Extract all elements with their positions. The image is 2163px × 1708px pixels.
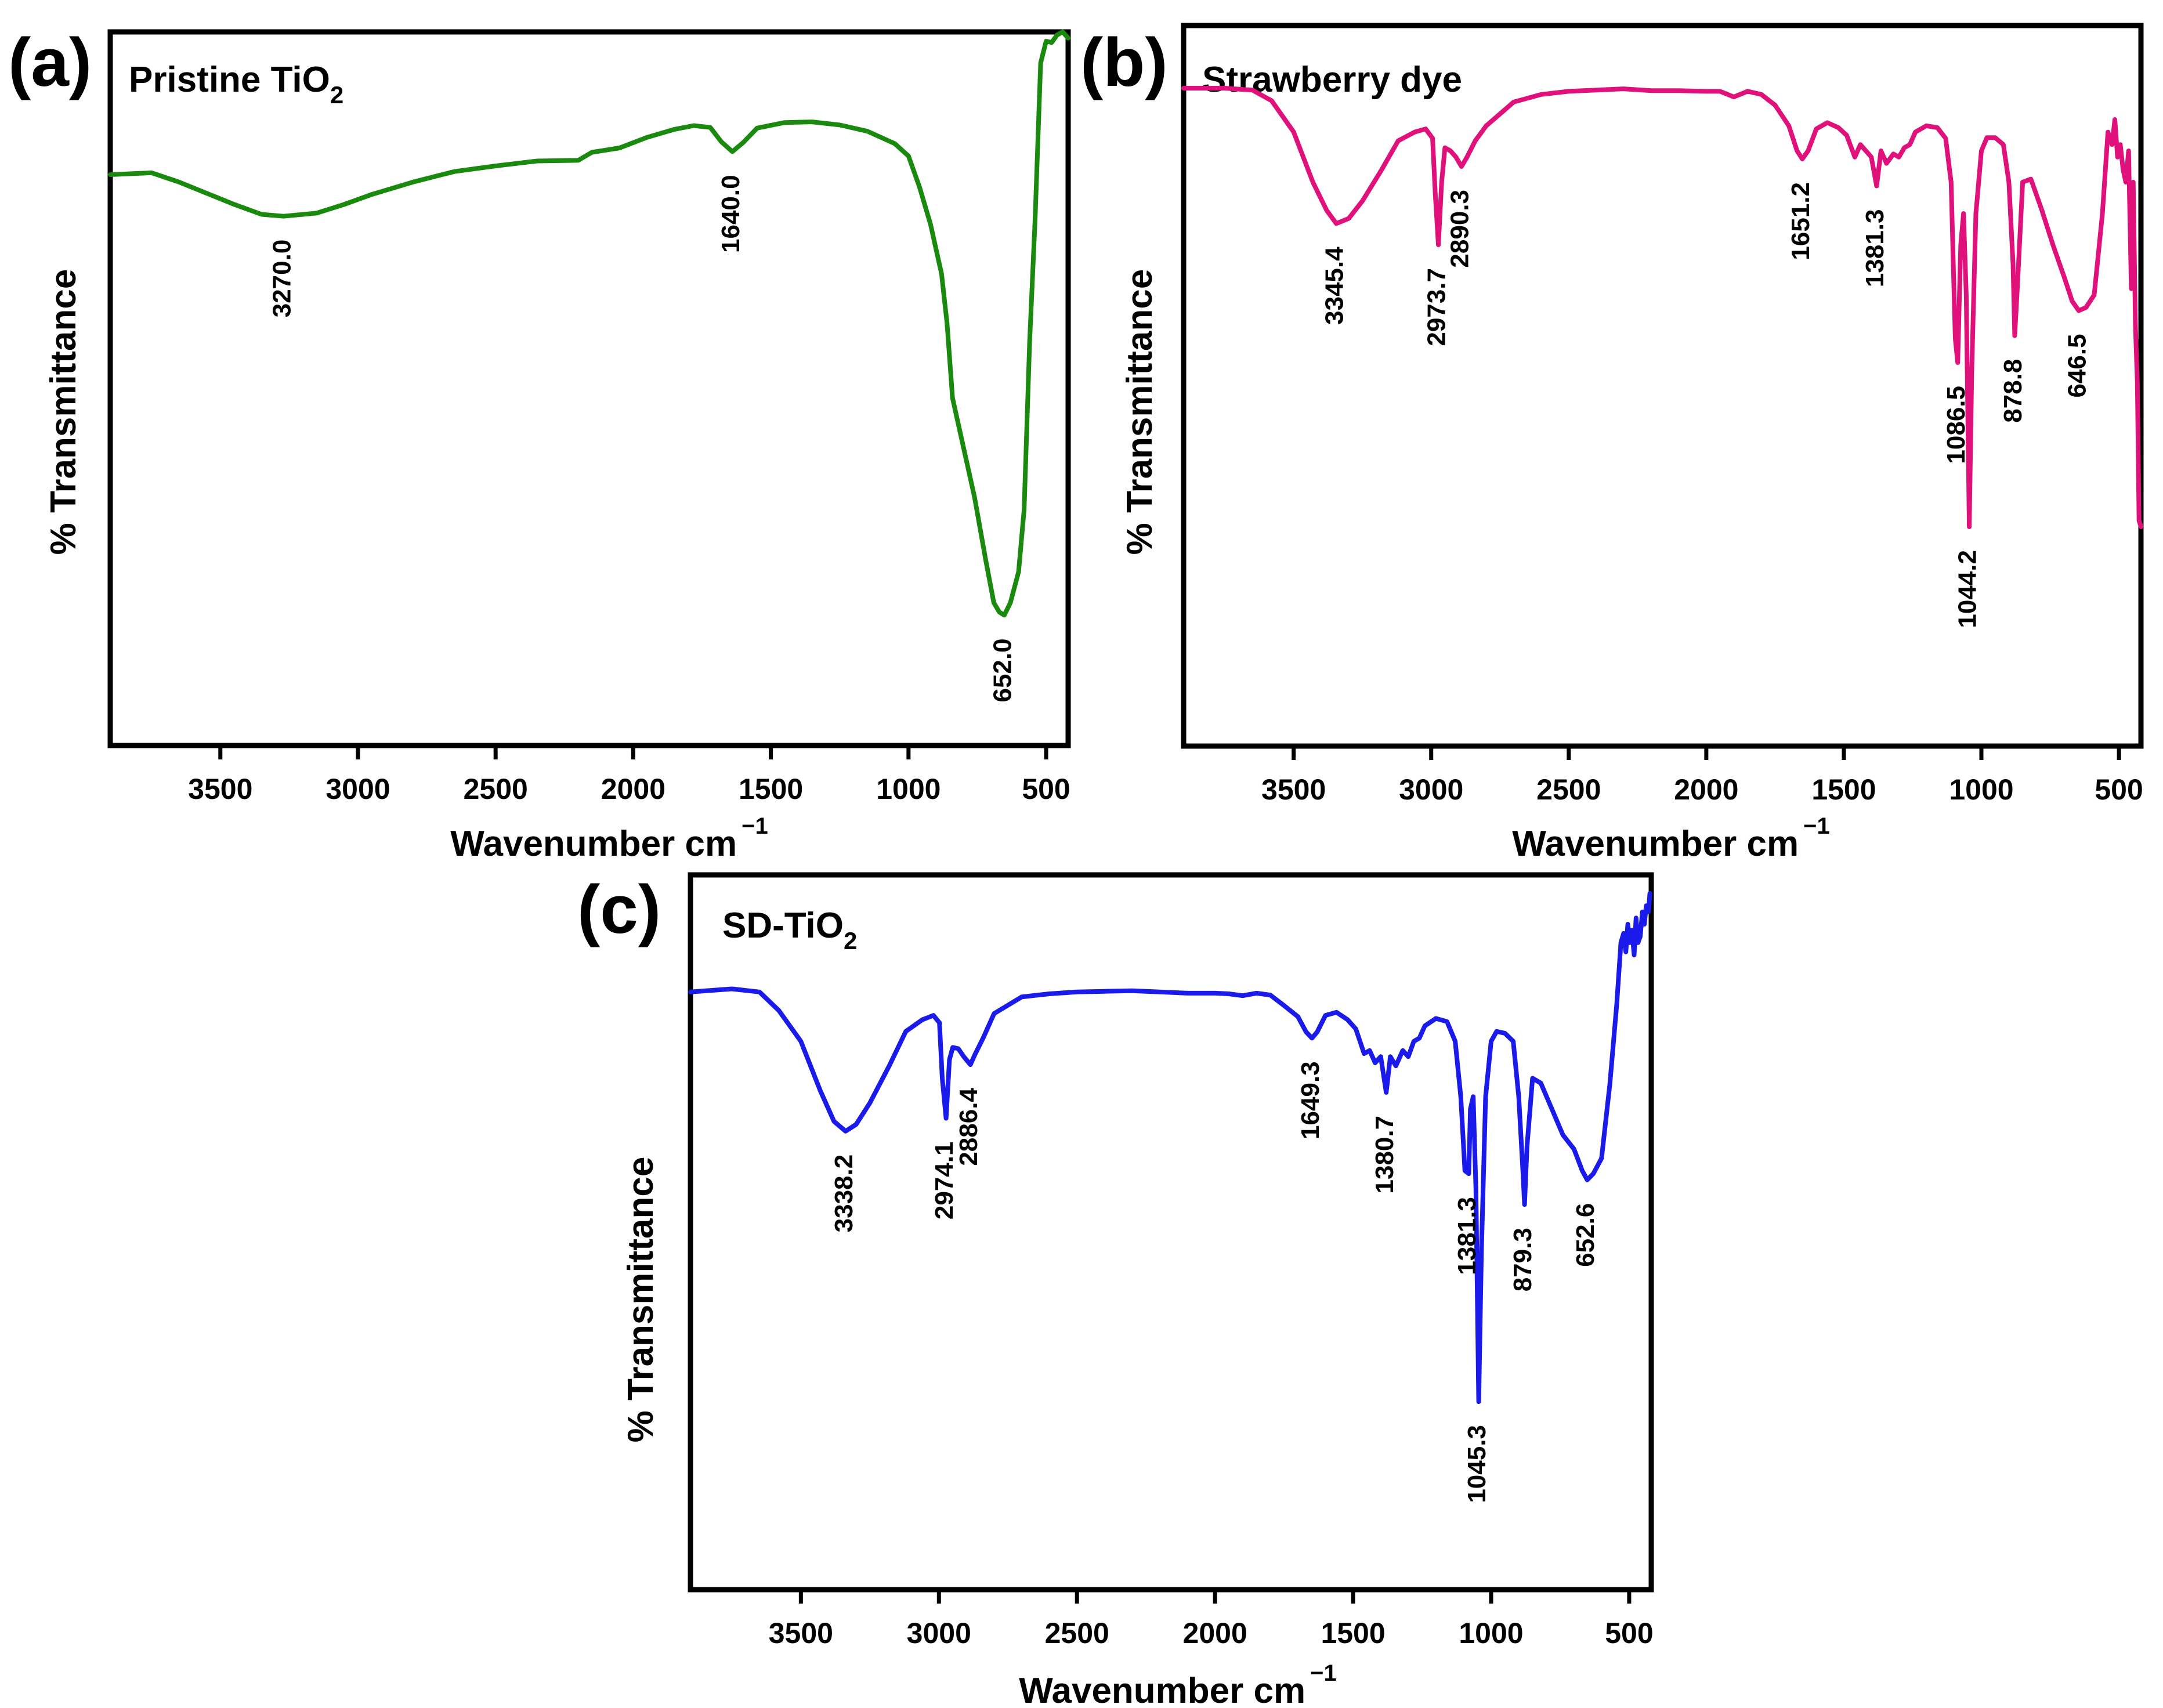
panel-title-text: SD-TiO [722,906,844,946]
y-axis-label: % Transmittance [1120,269,1160,555]
x-axis-tick-labels: 3500 3000 2500 2000 1500 1000 500 [769,1617,1654,1649]
x-tick-label: 1000 [1949,773,2013,806]
x-axis-ticks [218,746,1048,759]
peak-label: 2886.4 [954,1088,983,1166]
y-axis-label: % Transmittance [621,1157,661,1443]
peak-label: 879.3 [1509,1228,1537,1291]
x-axis-label: Wavenumber cm −1 [450,813,768,864]
spectrum-line [108,30,1070,618]
x-tick-label: 1000 [1459,1617,1523,1649]
peak-label: 3338.2 [830,1155,858,1233]
panel-title: SD-TiO2 [722,906,857,954]
peak-label: 878.8 [1999,359,2027,423]
y-axis-label: % Transmittance [44,269,84,555]
x-tick-label: 3000 [907,1617,971,1649]
peak-labels: 3270.0 1640.0 652.0 [268,175,1017,702]
spectrum-line [1181,86,2143,529]
x-axis-label-text: Wavenumber cm [1512,824,1799,864]
peak-label: 1380.7 [1370,1116,1399,1194]
plot-frame [107,29,1071,748]
x-tick-label: 500 [1022,773,1070,805]
x-axis-ticks [798,1590,1632,1604]
panel-title-subscript: 2 [844,927,857,954]
x-tick-label: 2000 [1183,1617,1247,1649]
peak-label: 646.5 [2063,334,2091,397]
peak-label: 1651.2 [1786,182,1815,260]
x-tick-label: 3500 [1261,773,1326,806]
x-tick-label: 3500 [188,773,252,805]
peak-label: 2973.7 [1423,268,1451,346]
plot-frame [688,872,1654,1593]
peak-label: 1086.5 [1942,386,1970,464]
panel-letter: (a) [8,24,92,101]
x-axis-label-text: Wavenumber cm [450,824,737,864]
x-tick-label: 2500 [1045,1617,1109,1649]
peak-label: 1640.0 [717,175,745,253]
x-axis-label-superscript: −1 [1310,1660,1337,1686]
peak-label: 3270.0 [268,240,296,318]
x-axis-ticks [1292,746,2121,760]
x-tick-label: 1000 [876,773,941,805]
panel-title: Strawberry dye [1202,60,1462,100]
peak-label: 652.0 [989,638,1017,702]
peak-label: 2974.1 [930,1142,958,1220]
peak-label: 1044.2 [1954,550,1982,628]
x-tick-label: 1500 [739,773,803,805]
panel-letter: (c) [577,871,661,948]
panel-title-text: Pristine TiO [129,60,330,100]
panel-b: (b) Strawberry dye % Transmittance Waven… [1080,23,2144,864]
x-axis-label: Wavenumber cm −1 [1512,813,1829,864]
x-tick-label: 2500 [464,773,528,805]
spectrum-line [688,891,1652,1405]
x-tick-label: 1500 [1321,1617,1385,1649]
peak-label: 1045.3 [1463,1425,1491,1503]
x-axis-tick-labels: 3500 3000 2500 2000 1500 1000 500 [1261,773,2143,806]
peak-label: 1649.3 [1296,1061,1325,1139]
panel-c: (c) SD-TiO2 % Transmittance Wavenumber c… [577,871,1654,1708]
peak-label: 652.6 [1571,1203,1600,1267]
x-axis-tick-labels: 3500 3000 2500 2000 1500 1000 500 [188,773,1070,805]
peak-label: 1381.3 [1453,1197,1481,1275]
x-axis-label-superscript: −1 [742,813,768,839]
panel-letter: (b) [1080,24,1168,101]
x-tick-label: 3500 [769,1617,833,1649]
x-tick-label: 2500 [1536,773,1601,806]
x-tick-label: 500 [1605,1617,1653,1649]
panel-a: (a) Pristine TiO2 % Transmittance Wavenu… [8,24,1071,864]
peak-label: 3345.4 [1321,247,1349,325]
x-tick-label: 3000 [325,773,390,805]
x-tick-label: 3000 [1399,773,1463,806]
x-tick-label: 2000 [601,773,665,805]
panel-title-subscript: 2 [330,81,343,108]
x-tick-label: 1500 [1811,773,1876,806]
x-axis-label: Wavenumber cm −1 [1019,1660,1336,1708]
x-tick-label: 2000 [1674,773,1738,806]
peak-label: 2890.3 [1446,190,1474,268]
x-tick-label: 500 [2095,773,2143,806]
peak-label: 1381.3 [1861,209,1889,288]
plot-frame [1181,23,2144,749]
x-axis-label-text: Wavenumber cm [1019,1671,1305,1708]
panel-title: Pristine TiO2 [129,60,343,108]
x-axis-label-superscript: −1 [1803,813,1830,839]
